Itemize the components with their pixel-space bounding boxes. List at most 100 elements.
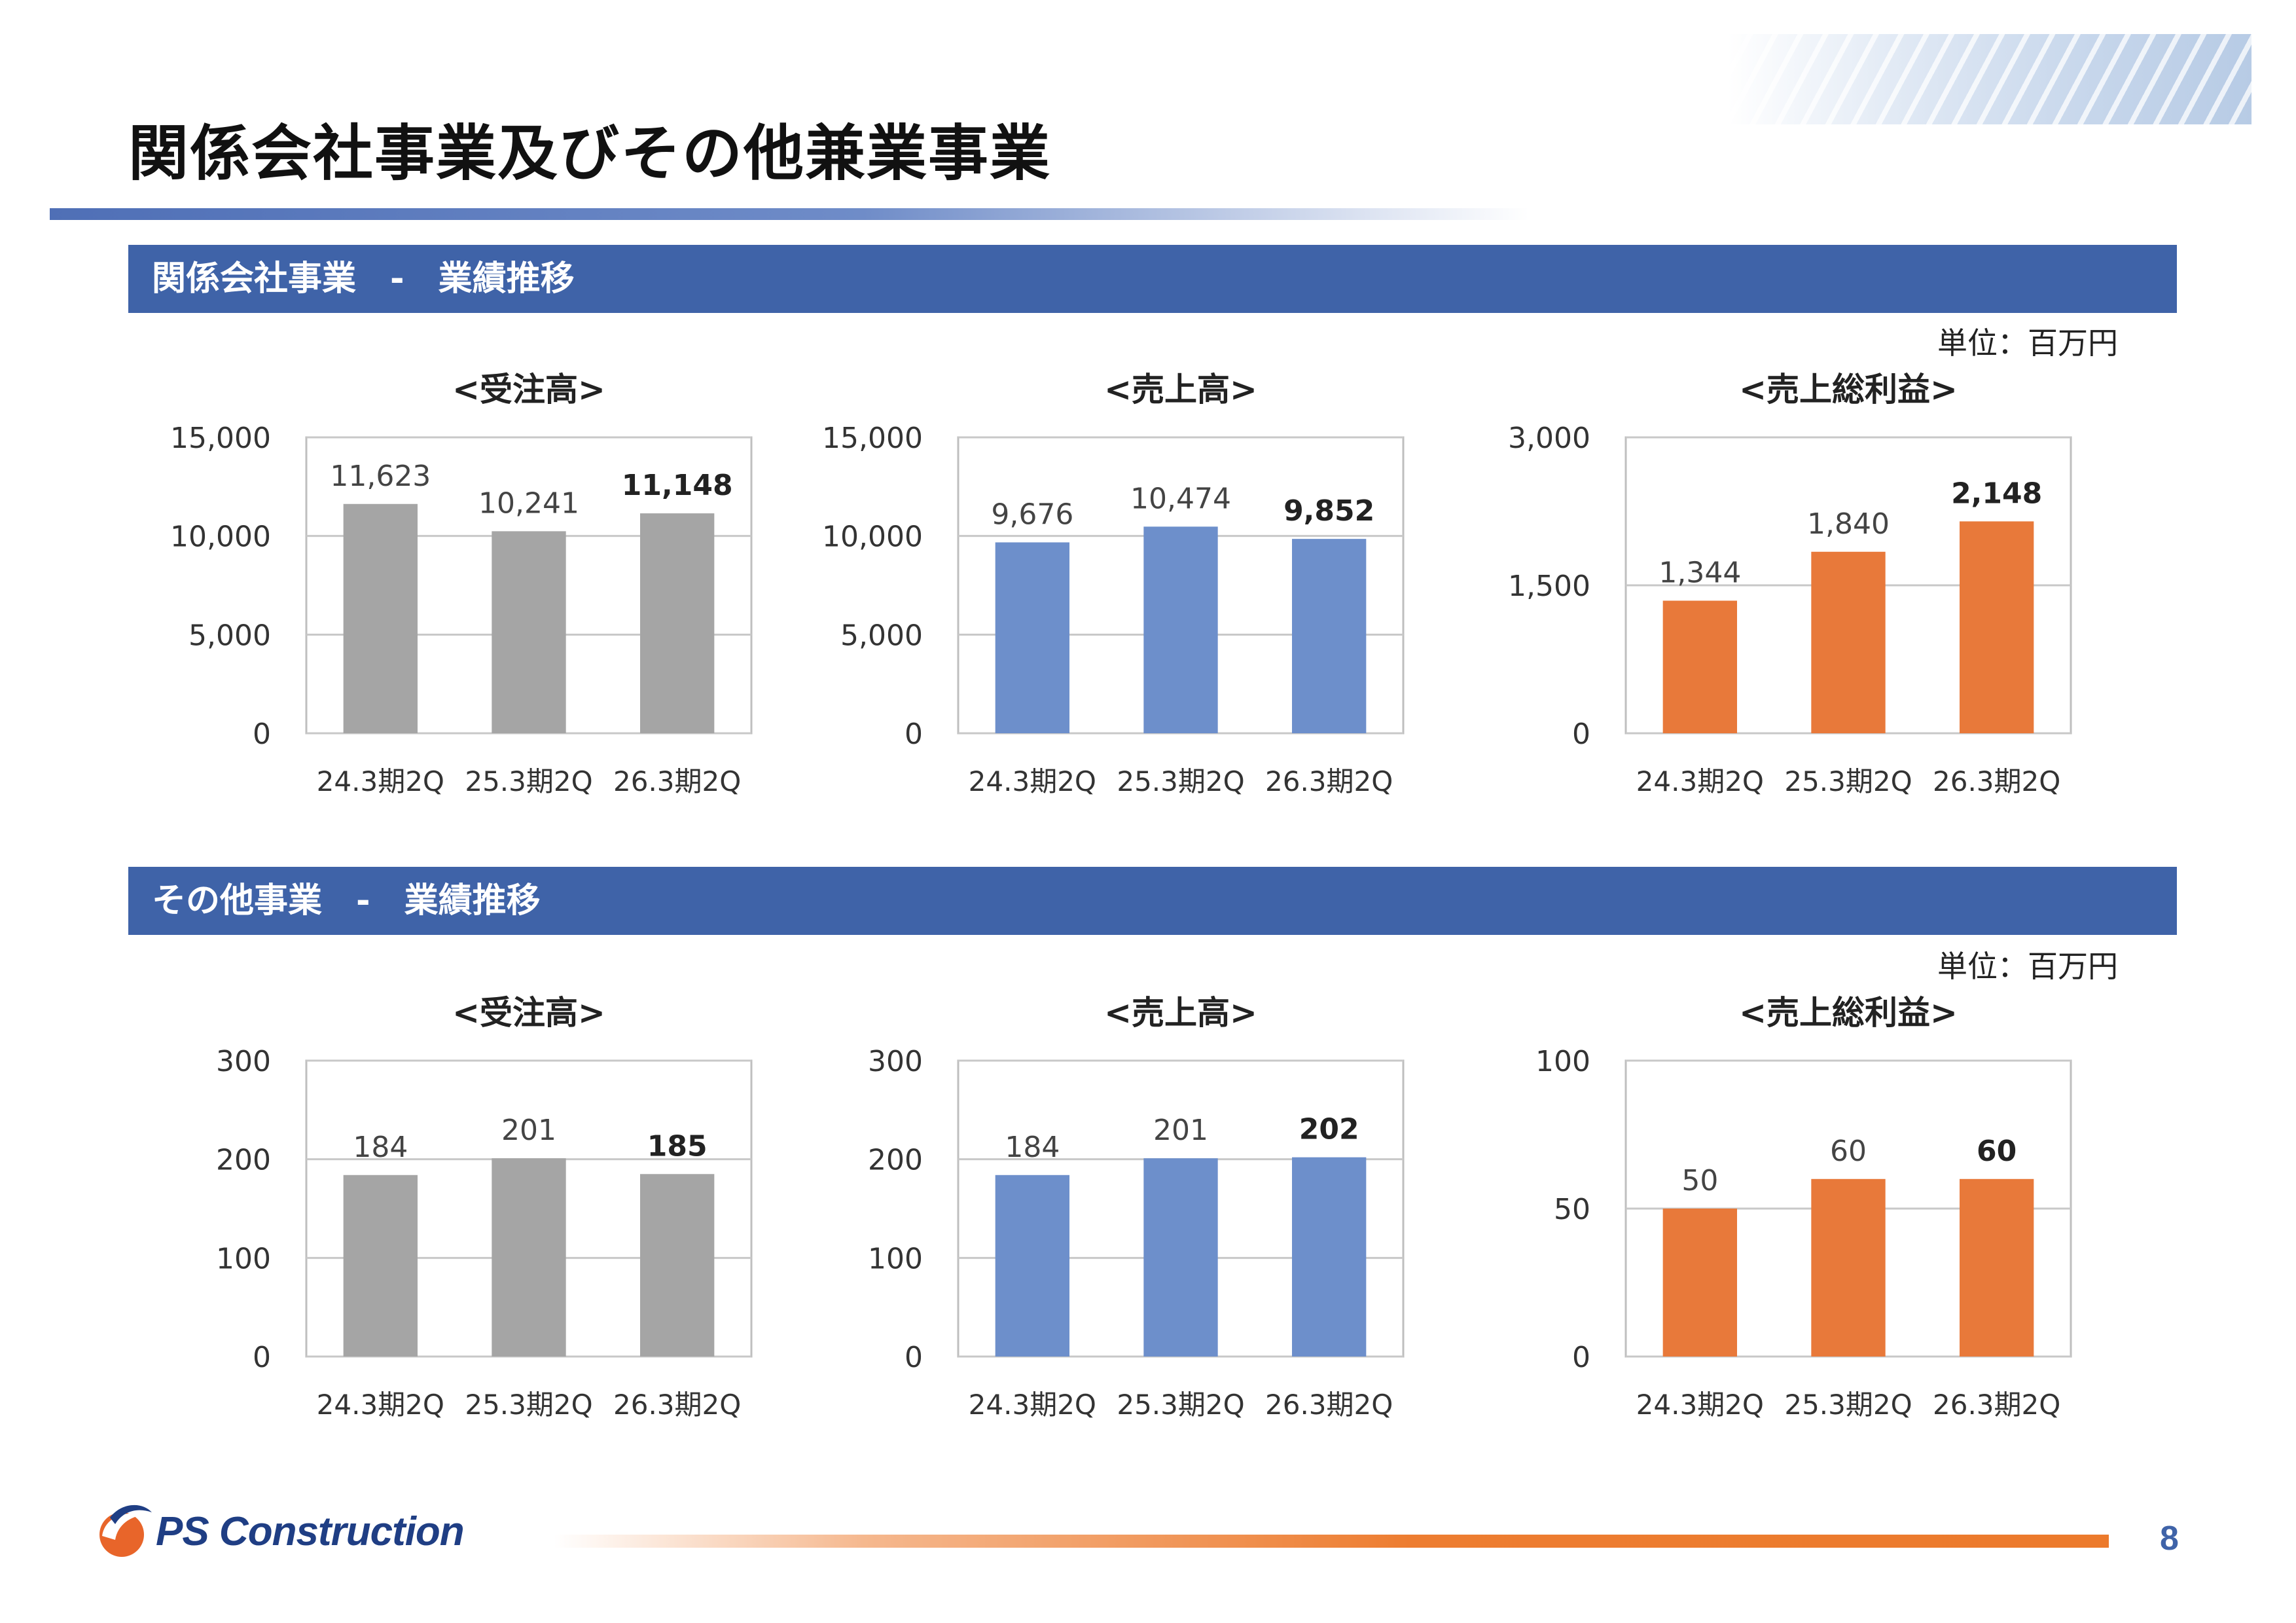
data-label: 1,344 — [1659, 556, 1741, 590]
data-label: 60 — [1830, 1135, 1867, 1168]
page-number: 8 — [2160, 1520, 2179, 1558]
data-label: 201 — [501, 1114, 556, 1147]
bar — [995, 542, 1069, 733]
chart-affiliate-gross-profit: <売上総利益> 0 1,500 3,000 1,344 24.3期2Q 1,840 25.3期… — [1450, 367, 2105, 797]
y-tick-label: 0 — [253, 1341, 271, 1374]
y-tick-label: 15,000 — [822, 422, 923, 455]
y-tick-label: 10,000 — [170, 520, 271, 554]
x-tick-label: 26.3期2Q — [1265, 765, 1393, 797]
x-tick-label: 25.3期2Q — [1117, 765, 1244, 797]
x-tick-label: 25.3期2Q — [1784, 1389, 1912, 1421]
bar — [640, 513, 715, 733]
bar — [492, 1158, 566, 1357]
x-tick-label: 25.3期2Q — [465, 765, 592, 797]
x-tick-label: 24.3期2Q — [969, 765, 1096, 797]
title-underline — [50, 208, 1529, 220]
bar — [1292, 1157, 1367, 1357]
logo-mark-icon — [99, 1504, 152, 1557]
bar — [995, 1175, 1069, 1357]
data-label: 9,676 — [991, 498, 1073, 531]
data-label: 11,148 — [622, 469, 733, 502]
chart-title: <売上高> — [1104, 994, 1257, 1032]
bar — [1960, 1178, 2034, 1357]
y-tick-label: 15,000 — [170, 422, 271, 455]
bar — [1143, 1158, 1218, 1357]
y-tick-label: 0 — [253, 718, 271, 751]
chart-svg: <受注高> 0 5,000 10,000 15,000 11,623 24.3期2Q 10,2… — [170, 371, 753, 797]
data-label: 60 — [1977, 1135, 2017, 1168]
bar — [1960, 521, 2034, 733]
section-title-other: その他事業 - 業績推移 — [152, 881, 541, 921]
chart-title: <受注高> — [452, 994, 605, 1032]
data-label: 2,148 — [1951, 477, 2042, 510]
y-tick-label: 100 — [1535, 1045, 1590, 1078]
x-tick-label: 25.3期2Q — [1117, 1389, 1244, 1421]
bar — [492, 531, 566, 733]
chart-svg: <売上高> 0 100 200 300 184 24.3期2Q 201 25.3期2Q 202 26… — [868, 994, 1405, 1421]
x-tick-label: 26.3期2Q — [613, 1389, 741, 1421]
y-tick-label: 0 — [1572, 718, 1590, 751]
chart-title: <売上総利益> — [1739, 371, 1958, 409]
y-tick-label: 50 — [1554, 1193, 1590, 1226]
data-label: 184 — [1005, 1131, 1060, 1164]
x-tick-label: 24.3期2Q — [317, 765, 444, 797]
chart-svg: <売上総利益> 0 50 100 50 24.3期2Q 60 25.3期2Q 60 26.3期2Q — [1535, 994, 2072, 1421]
bar — [640, 1174, 715, 1357]
bar — [1143, 526, 1218, 733]
y-tick-label: 100 — [868, 1242, 923, 1275]
data-label: 201 — [1153, 1114, 1208, 1147]
logo-text: PS Construction — [156, 1509, 465, 1554]
chart-svg: <売上高> 0 5,000 10,000 15,000 9,676 24.3期2Q 10,47… — [822, 371, 1405, 797]
footer-bar — [554, 1535, 2109, 1548]
chart-title: <受注高> — [452, 371, 605, 409]
chart-other-orders: <受注高> 0 100 200 300 184 24.3期2Q 201 25.3期2Q 185 26… — [131, 990, 785, 1421]
y-tick-label: 1,500 — [1508, 570, 1590, 603]
bar — [1292, 539, 1367, 733]
x-tick-label: 25.3期2Q — [465, 1389, 592, 1421]
data-label: 10,474 — [1130, 482, 1231, 515]
x-tick-label: 26.3期2Q — [1265, 1389, 1393, 1421]
chart-affiliate-orders: <受注高> 0 5,000 10,000 15,000 11,623 24.3期2Q 10,2… — [131, 367, 785, 797]
x-tick-label: 24.3期2Q — [1636, 765, 1764, 797]
y-tick-label: 10,000 — [822, 520, 923, 554]
section-bar-affiliate: 関係会社事業 - 業績推移 — [128, 245, 2177, 313]
y-tick-label: 3,000 — [1508, 422, 1590, 455]
x-tick-label: 24.3期2Q — [969, 1389, 1096, 1421]
data-label: 185 — [647, 1129, 708, 1163]
data-label: 11,623 — [330, 460, 431, 493]
bar — [1811, 1178, 1886, 1357]
chart-title: <売上高> — [1104, 371, 1257, 409]
x-tick-label: 24.3期2Q — [1636, 1389, 1764, 1421]
x-tick-label: 24.3期2Q — [317, 1389, 444, 1421]
bar — [1811, 551, 1886, 733]
bar — [1662, 1209, 1737, 1357]
chart-affiliate-sales: <売上高> 0 5,000 10,000 15,000 9,676 24.3期2Q 10,47… — [783, 367, 1437, 797]
chart-other-gross-profit: <売上総利益> 0 50 100 50 24.3期2Q 60 25.3期2Q 60 26.3期2Q — [1450, 990, 2105, 1421]
data-label: 50 — [1681, 1164, 1718, 1197]
chart-title: <売上総利益> — [1739, 994, 1958, 1032]
y-tick-label: 300 — [216, 1045, 271, 1078]
y-tick-label: 0 — [1572, 1341, 1590, 1374]
y-tick-label: 5,000 — [840, 619, 923, 652]
data-label: 9,852 — [1283, 494, 1374, 528]
y-tick-label: 200 — [868, 1144, 923, 1177]
page-title: 関係会社事業及びその他兼業事業 — [128, 119, 1052, 189]
x-tick-label: 26.3期2Q — [613, 765, 741, 797]
data-label: 202 — [1299, 1113, 1359, 1146]
y-tick-label: 0 — [905, 718, 923, 751]
unit-label-other: 単位：百万円 — [1937, 949, 2118, 984]
y-tick-label: 200 — [216, 1144, 271, 1177]
section-title-affiliate: 関係会社事業 - 業績推移 — [152, 259, 575, 299]
y-tick-label: 0 — [905, 1341, 923, 1374]
y-tick-label: 100 — [216, 1242, 271, 1275]
data-label: 10,241 — [478, 486, 579, 520]
section-bar-other: その他事業 - 業績推移 — [128, 867, 2177, 935]
company-logo: PS Construction — [96, 1498, 465, 1561]
bar — [343, 503, 418, 733]
y-tick-label: 5,000 — [188, 619, 271, 652]
bar — [1662, 600, 1737, 733]
data-label: 1,840 — [1807, 507, 1890, 541]
header-decoration — [1728, 34, 2251, 124]
y-tick-label: 300 — [868, 1045, 923, 1078]
bar — [343, 1175, 418, 1357]
